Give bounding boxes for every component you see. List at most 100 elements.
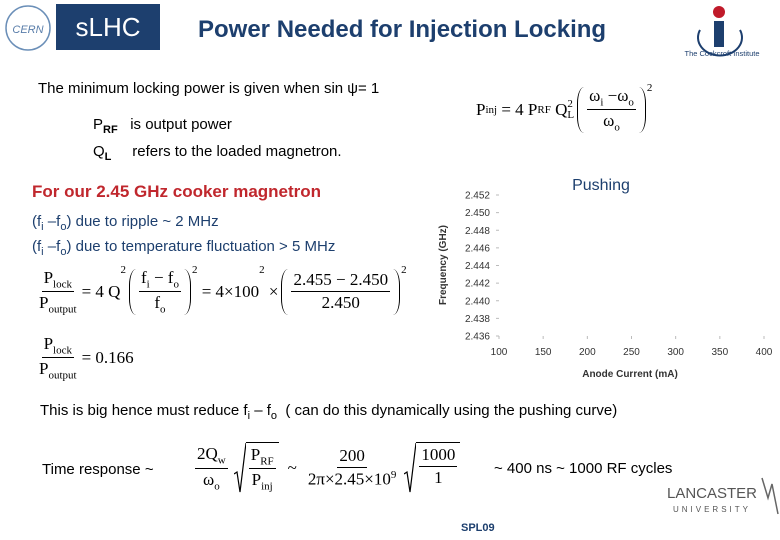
cern-text: CERN bbox=[12, 24, 43, 36]
t: 2 bbox=[120, 264, 126, 276]
fraction: fi − fo fo bbox=[138, 268, 181, 316]
y-tick-label: 2.446 bbox=[465, 243, 490, 254]
t: o bbox=[270, 410, 278, 422]
t: –f bbox=[43, 213, 61, 230]
ripple-line: (fi –fo) due to temperature fluctuation … bbox=[32, 237, 335, 262]
lancaster-sub: UNIVERSITY bbox=[673, 505, 751, 514]
t: = 0.166 bbox=[81, 347, 134, 367]
t: ( can do this dynamically using the push… bbox=[277, 402, 618, 419]
paren bbox=[281, 268, 288, 315]
statement: This is big hence must reduce fi – fo ( … bbox=[40, 402, 617, 422]
t: P bbox=[43, 334, 54, 353]
radical bbox=[233, 442, 246, 493]
t: × bbox=[268, 281, 279, 301]
t: ~ bbox=[287, 458, 297, 477]
t: 2π×2.45×10 bbox=[307, 469, 391, 489]
sqrt: PRF Pinj bbox=[233, 442, 279, 494]
x-tick-label: 150 bbox=[535, 347, 552, 358]
radical bbox=[404, 442, 417, 493]
definition: QL refers to the loaded magnetron. bbox=[93, 141, 342, 168]
sym: Q bbox=[93, 143, 105, 160]
t: output bbox=[48, 369, 77, 382]
t: i bbox=[41, 221, 44, 233]
t: o bbox=[60, 246, 67, 258]
t: RF bbox=[537, 103, 551, 116]
x-tick-label: 350 bbox=[711, 347, 728, 358]
sqrt: 1000 1 bbox=[404, 442, 461, 494]
y-tick-label: 2.438 bbox=[465, 314, 490, 325]
t: i bbox=[41, 246, 44, 258]
eq-time: 2Qw ωo PRF Pinj ~ 200 2π×2.45×109 1000 1 bbox=[192, 442, 463, 494]
fraction: 1000 1 bbox=[419, 445, 458, 488]
y-tick-label: 2.450 bbox=[465, 208, 490, 219]
chart-title: Pushing bbox=[572, 177, 630, 194]
t: 2.450 bbox=[321, 293, 360, 313]
text: refers to the loaded magnetron. bbox=[132, 143, 342, 160]
t: f bbox=[140, 268, 147, 287]
ripple: (fi –fo) due to ripple ~ 2 MHz (fi –fo) … bbox=[32, 212, 335, 262]
t: = 4 Q bbox=[81, 281, 121, 301]
paren bbox=[184, 268, 191, 315]
t: f bbox=[154, 293, 161, 313]
t: o bbox=[160, 303, 166, 316]
conference: SPL09 bbox=[461, 522, 495, 534]
cern-logo bbox=[5, 5, 51, 51]
heading: For our 2.45 GHz cooker magnetron bbox=[32, 182, 322, 201]
t: o bbox=[214, 479, 220, 492]
t: Q bbox=[555, 99, 568, 119]
x-tick-label: 400 bbox=[756, 347, 773, 358]
sym: P bbox=[93, 116, 104, 133]
paren bbox=[577, 86, 584, 133]
t: P bbox=[39, 359, 49, 379]
t: 2Q bbox=[197, 444, 218, 464]
sub: RF bbox=[103, 124, 118, 136]
x-tick-label: 300 bbox=[667, 347, 684, 358]
time-result: ~ 400 ns ~ 1000 RF cycles bbox=[494, 460, 673, 477]
t: ω bbox=[203, 469, 215, 489]
t: = 4×100 bbox=[201, 281, 260, 301]
t: o bbox=[60, 221, 67, 233]
t: 2 bbox=[191, 264, 198, 276]
slhc-text: sLHC bbox=[75, 12, 140, 42]
t: o bbox=[173, 278, 179, 291]
y-tick-label: 2.448 bbox=[465, 226, 490, 237]
paren bbox=[639, 86, 646, 133]
t: lock bbox=[53, 344, 72, 357]
t: L bbox=[567, 108, 575, 121]
t: – f bbox=[250, 402, 271, 419]
t: i bbox=[600, 96, 604, 109]
t: output bbox=[48, 303, 77, 316]
text: is output power bbox=[130, 116, 232, 133]
t: − f bbox=[149, 268, 174, 287]
fraction: Plock Poutput bbox=[37, 334, 79, 382]
t: = 4 P bbox=[501, 99, 538, 119]
t: 9 bbox=[390, 469, 397, 482]
t: 2.455 − 2.450 bbox=[291, 270, 391, 293]
definitions: PRF is output power QL refers to the loa… bbox=[93, 114, 342, 168]
eq-ratio: Plock Poutput = 0.166 bbox=[34, 334, 134, 382]
y-tick-label: 2.442 bbox=[465, 279, 490, 290]
t: 2 bbox=[259, 264, 265, 276]
x-tick-label: 100 bbox=[491, 347, 508, 358]
time-label: Time response ~ bbox=[42, 461, 154, 478]
fraction: 2.455 − 2.450 2.450 bbox=[291, 270, 391, 313]
t: i bbox=[247, 410, 251, 422]
ci-arc bbox=[697, 29, 743, 57]
t: ) due to ripple ~ 2 MHz bbox=[66, 213, 219, 230]
t: ) due to temperature fluctuation > 5 MHz bbox=[66, 238, 336, 255]
intro: The minimum locking power is given when … bbox=[38, 80, 380, 97]
x-tick-label: 250 bbox=[623, 347, 640, 358]
t: RF bbox=[260, 455, 274, 468]
t: P bbox=[43, 268, 54, 287]
ripple-line: (fi –fo) due to ripple ~ 2 MHz bbox=[32, 212, 335, 237]
t: ω bbox=[589, 86, 601, 105]
y-tick-label: 2.436 bbox=[465, 332, 490, 343]
y-tick-label: 2.452 bbox=[465, 191, 490, 202]
fraction: PRF Pinj bbox=[248, 445, 276, 493]
t: 2 bbox=[401, 264, 407, 276]
t: 1 bbox=[434, 468, 443, 487]
t: 200 bbox=[337, 446, 367, 469]
t: i bbox=[146, 278, 150, 291]
